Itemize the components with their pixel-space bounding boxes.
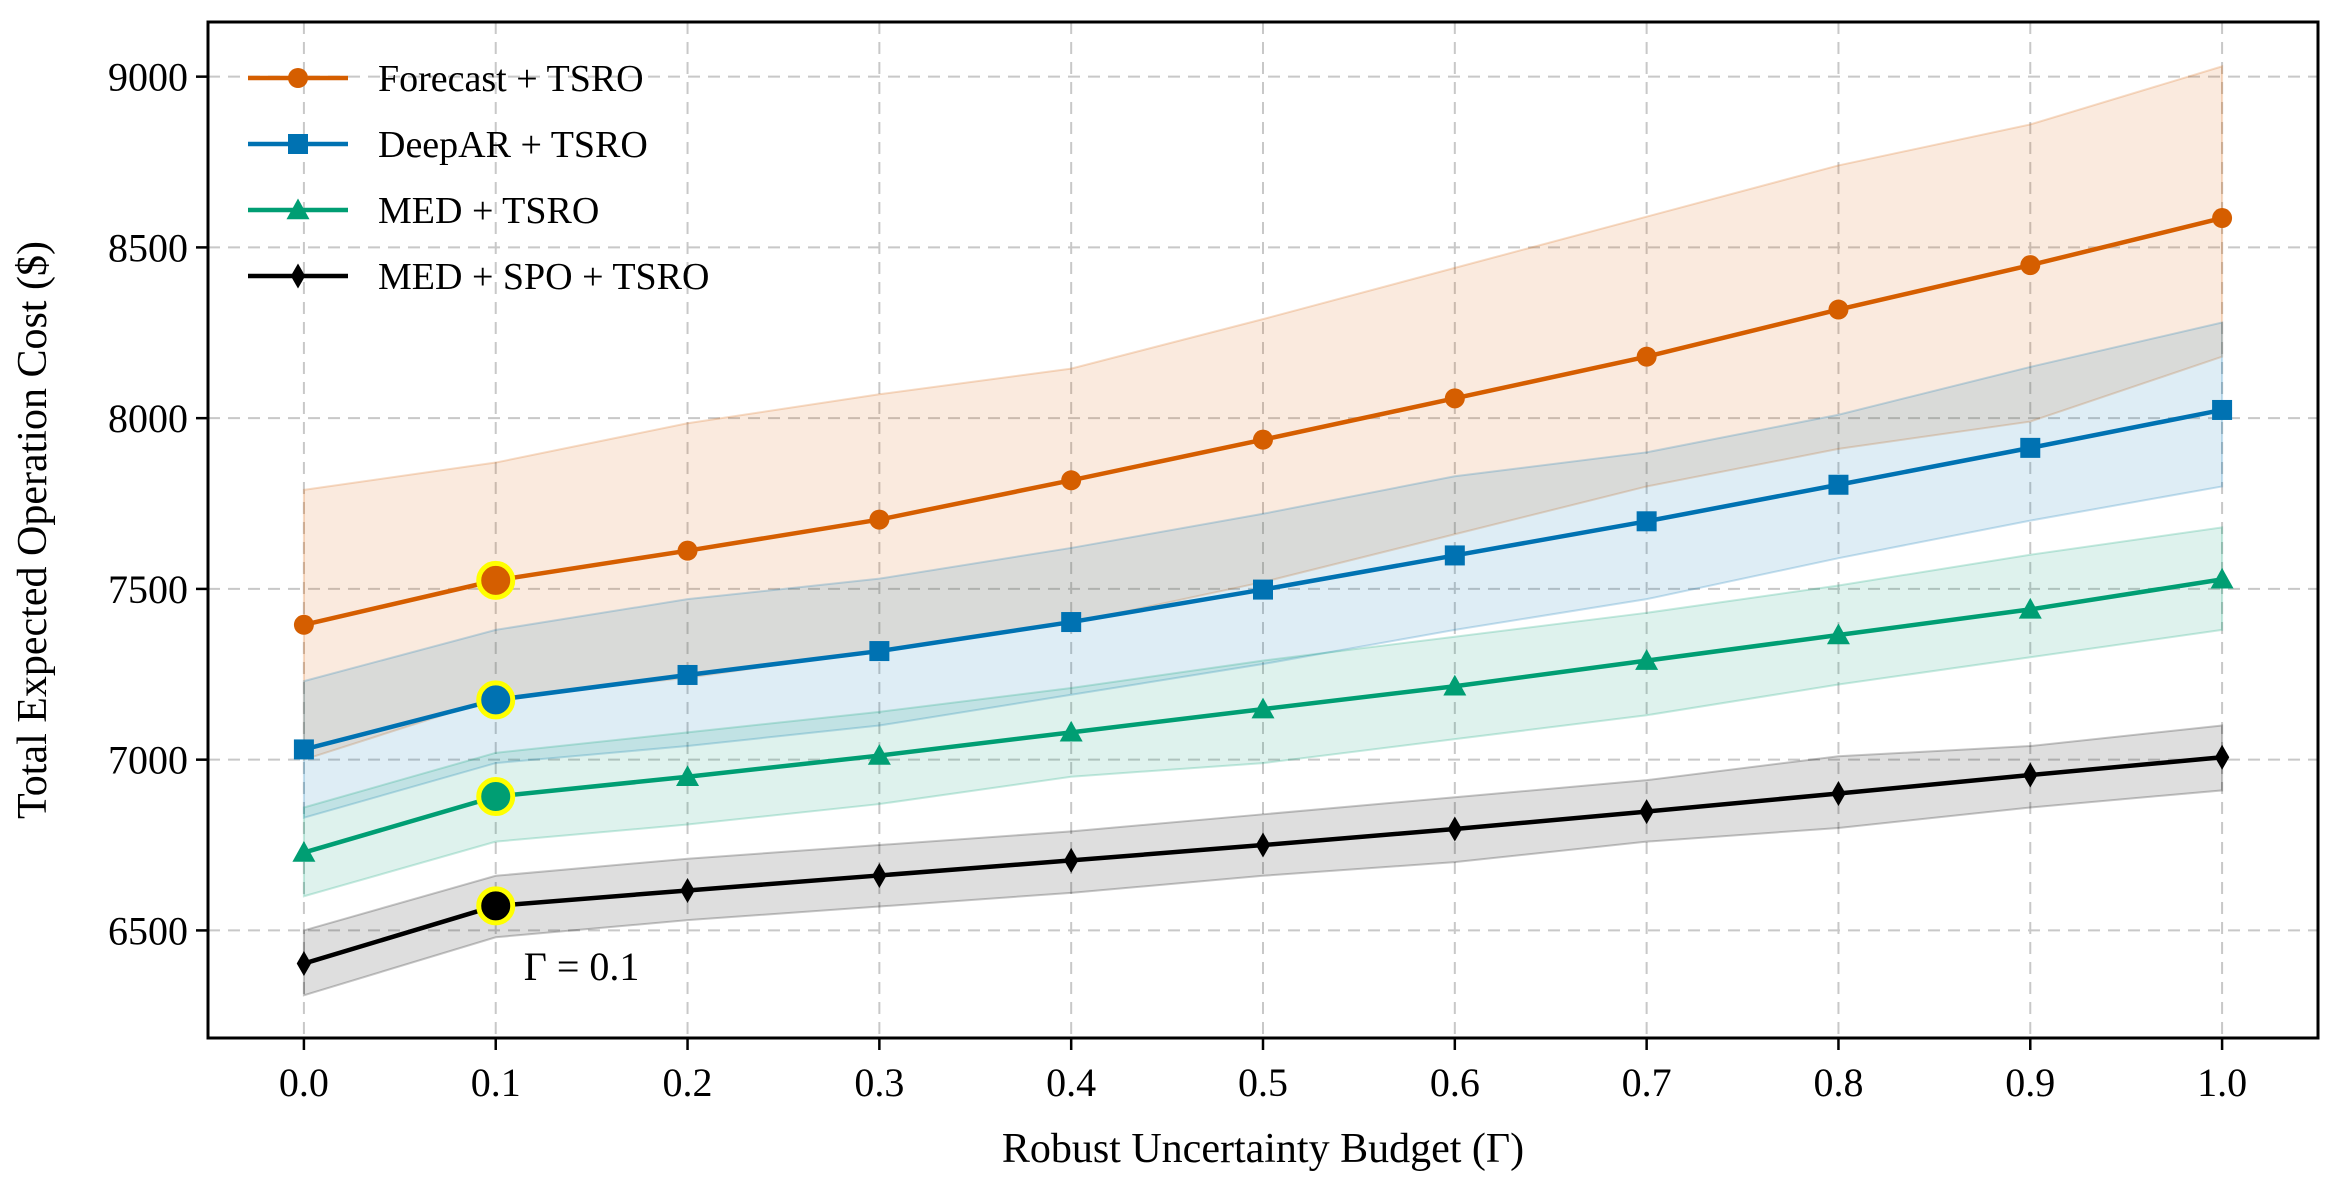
data-point — [677, 540, 698, 561]
y-tick-label: 8500 — [108, 225, 188, 270]
x-tick-label: 1.0 — [2197, 1060, 2247, 1105]
data-point — [1444, 545, 1465, 566]
confidence-bands — [302, 65, 2224, 997]
highlight-point — [476, 680, 516, 720]
y-tick-label: 7500 — [108, 567, 188, 612]
axis-ticks: 0.0 0.1 0.2 0.3 0.4 0.5 0.6 0.7 0.8 0.9 1.0 6500 700… — [108, 55, 2247, 1105]
legend-marker — [288, 134, 308, 154]
data-point — [1253, 579, 1273, 600]
highlight-annotation: Γ = 0.1 — [524, 944, 640, 989]
data-point — [1063, 847, 1079, 873]
data-point — [680, 877, 695, 903]
y-tick-label: 6500 — [108, 908, 188, 953]
data-point — [1061, 612, 1082, 633]
data-point — [292, 841, 316, 862]
x-axis-title: Robust Uncertainty Budget (Γ) — [1002, 1126, 1524, 1172]
data-point — [869, 509, 890, 530]
data-point — [1059, 720, 1083, 742]
data-point — [1061, 470, 1082, 491]
data-point — [1447, 816, 1463, 842]
x-tick-label: 0.5 — [1238, 1060, 1288, 1105]
data-point — [296, 951, 312, 977]
y-tick-label: 8000 — [108, 396, 188, 441]
data-point — [1636, 511, 1657, 532]
highlight-markers — [476, 560, 516, 926]
data-point — [1826, 623, 1850, 645]
legend: Forecast + TSRO DeepAR + TSRO MED + TSRO ME… — [248, 58, 709, 298]
highlight-point — [476, 886, 516, 926]
legend-marker — [286, 198, 310, 220]
data-point — [1635, 649, 1659, 670]
x-tick-label: 0.4 — [1046, 1060, 1096, 1105]
data-point — [2214, 744, 2230, 770]
x-tick-label: 0.1 — [471, 1060, 521, 1105]
highlight-point — [476, 560, 516, 600]
data-point — [1255, 832, 1271, 858]
y-tick-label: 9000 — [108, 55, 188, 100]
grid — [208, 22, 2318, 1038]
band-med-spo-tsro — [302, 724, 2224, 997]
data-point — [677, 664, 698, 685]
x-tick-label: 0.6 — [1430, 1060, 1480, 1105]
y-tick-label: 7000 — [108, 738, 188, 783]
legend-marker — [288, 68, 308, 88]
data-point — [1253, 429, 1273, 450]
legend-label: DeepAR + TSRO — [378, 124, 648, 166]
y-axis-title: Total Expected Operation Cost ($) — [10, 241, 56, 819]
legend-marker — [290, 263, 306, 289]
data-point — [1251, 697, 1275, 719]
x-tick-label: 0.0 — [279, 1060, 329, 1105]
data-point — [1828, 474, 1849, 495]
data-point — [293, 739, 314, 760]
data-point — [869, 641, 890, 662]
data-point — [2020, 437, 2041, 458]
data-point — [2020, 255, 2041, 276]
x-tick-label: 0.9 — [2005, 1060, 2055, 1105]
data-point — [872, 862, 887, 888]
data-point — [1828, 299, 1849, 320]
x-tick-label: 0.3 — [854, 1060, 904, 1105]
data-point — [1444, 388, 1465, 409]
legend-label: MED + TSRO — [378, 190, 599, 232]
data-point — [1639, 799, 1654, 825]
data-point — [293, 614, 314, 635]
x-tick-label: 0.8 — [1813, 1060, 1863, 1105]
data-point — [2212, 399, 2233, 420]
x-tick-label: 0.7 — [1622, 1060, 1672, 1105]
data-point — [1636, 346, 1657, 367]
band-deepar-tsro — [302, 321, 2224, 820]
data-point — [2212, 208, 2233, 229]
series-markers — [292, 208, 2234, 977]
data-point — [1443, 674, 1467, 696]
data-point — [2023, 762, 2038, 788]
highlight-point — [476, 777, 516, 817]
data-point — [867, 744, 891, 765]
x-tick-label: 0.2 — [663, 1060, 713, 1105]
data-point — [2210, 567, 2234, 589]
data-point — [2018, 597, 2042, 619]
data-point — [676, 765, 700, 786]
data-point — [1831, 780, 1846, 806]
legend-label: Forecast + TSRO — [378, 58, 644, 100]
legend-label: MED + SPO + TSRO — [378, 256, 709, 298]
